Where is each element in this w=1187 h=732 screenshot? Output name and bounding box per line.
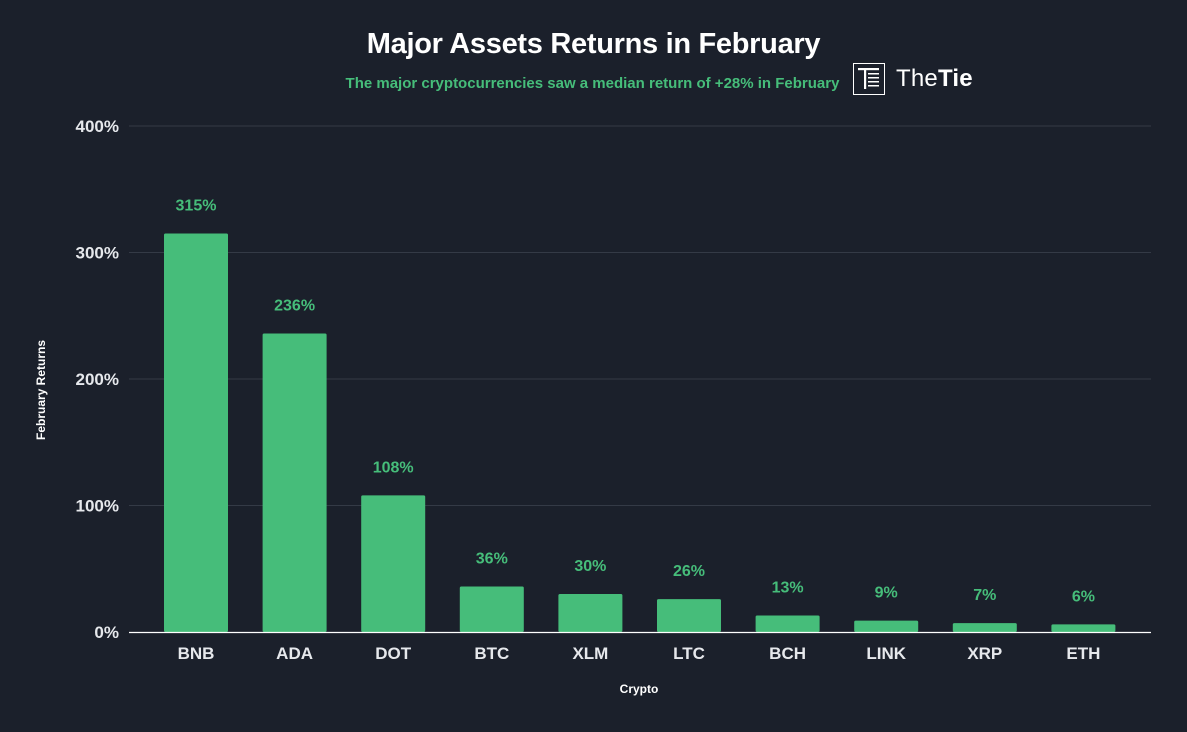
x-tick-label: ADA [276, 644, 313, 663]
data-label: 108% [373, 459, 414, 476]
bar-btc [459, 586, 524, 632]
thetie-logo-mark [858, 68, 879, 89]
y-tick-label: 100% [76, 497, 119, 516]
x-tick-label: XLM [572, 644, 608, 663]
logo-text-bold: Tie [937, 65, 973, 92]
x-tick-label: ETH [1066, 644, 1100, 663]
thetie-logo: TheTie [853, 61, 973, 97]
bar-xlm [558, 594, 623, 632]
data-label: 315% [176, 198, 217, 215]
x-tick-label: BCH [769, 644, 806, 663]
x-tick-label: BTC [474, 644, 509, 663]
data-label: 13% [772, 580, 804, 597]
data-label: 7% [973, 587, 996, 604]
data-label: 36% [476, 550, 508, 567]
x-tick-label: XRP [967, 644, 1002, 663]
x-axis-label: Crypto [619, 682, 659, 696]
y-tick-label: 200% [76, 370, 119, 389]
thetie-logo-wordmark: TheTie [896, 65, 973, 93]
x-tick-label: LINK [866, 644, 906, 663]
data-label: 9% [875, 585, 898, 602]
x-tick-label: LTC [673, 644, 705, 663]
y-tick-label: 0% [94, 623, 119, 642]
logo-text-light: The [896, 65, 938, 92]
chart-subtitle: The major cryptocurrencies saw a median … [0, 75, 1187, 92]
y-tick-label: 300% [76, 244, 119, 263]
data-label: 30% [574, 558, 606, 575]
data-label: 6% [1072, 588, 1095, 605]
bar-dot [361, 495, 426, 632]
bar-bnb [164, 233, 228, 632]
y-tick-label: 400% [76, 117, 119, 136]
x-tick-label: BNB [178, 644, 215, 663]
bar-link [854, 620, 919, 632]
chart-subtitle-text: The major cryptocurrencies saw a median … [345, 75, 840, 92]
bar-xrp [952, 623, 1017, 632]
bar-ada [262, 333, 327, 632]
chart-title: Major Assets Returns in February [366, 28, 821, 60]
bar-eth [1051, 624, 1116, 632]
bar-bch [755, 615, 820, 632]
x-tick-label: DOT [375, 644, 412, 663]
thetie-logo-icon [853, 63, 885, 95]
bar-ltc [657, 599, 721, 632]
data-label: 236% [274, 297, 315, 314]
data-label: 26% [673, 563, 705, 580]
